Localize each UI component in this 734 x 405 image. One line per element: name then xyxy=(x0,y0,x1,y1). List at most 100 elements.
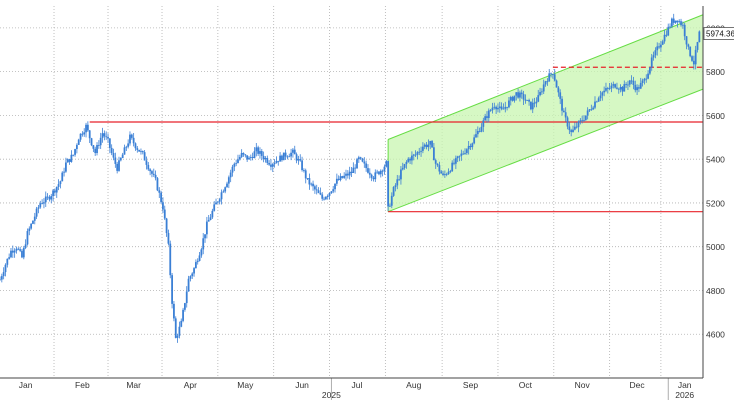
candle-body xyxy=(143,152,146,161)
price-series xyxy=(0,13,701,343)
candle-body xyxy=(486,116,488,119)
candle-body xyxy=(676,20,679,23)
candle-body xyxy=(313,186,316,190)
candle-body xyxy=(308,178,311,185)
candle-body xyxy=(522,94,525,100)
candle-body xyxy=(462,153,465,155)
candle-body xyxy=(454,158,457,164)
candle-body xyxy=(379,170,382,175)
candle-body xyxy=(28,228,31,232)
x-tick-label: Mar xyxy=(126,380,141,390)
candle-body xyxy=(4,264,7,273)
candle-body xyxy=(451,162,454,172)
candle-body xyxy=(255,147,258,152)
candle-body xyxy=(504,106,507,109)
candle-body xyxy=(301,160,303,171)
x-tick-label: Oct xyxy=(519,380,533,390)
candle-body xyxy=(83,132,86,135)
candle-body xyxy=(517,92,519,98)
candle-body xyxy=(218,199,221,202)
candle-body xyxy=(249,157,252,158)
candle-body xyxy=(328,193,331,196)
candle-body xyxy=(427,144,430,148)
candle-body xyxy=(202,238,205,250)
candle-body xyxy=(625,84,628,85)
candle-body xyxy=(205,221,208,235)
candle-body xyxy=(346,173,349,176)
channel-fill xyxy=(388,14,703,212)
candle-body xyxy=(123,147,126,155)
x-tick-label: Nov xyxy=(575,380,591,390)
x-tick-label: Aug xyxy=(406,380,421,390)
candle-body xyxy=(674,20,677,23)
candle-body xyxy=(292,149,294,153)
candle-body xyxy=(678,21,681,23)
candle-body xyxy=(299,159,302,161)
candle-body xyxy=(90,138,93,146)
candle-body xyxy=(46,196,49,198)
candle-body xyxy=(185,291,188,304)
candle-body xyxy=(509,97,512,101)
candle-body xyxy=(363,161,366,164)
candle-body xyxy=(519,92,521,98)
candle-body xyxy=(101,133,104,138)
candle-body xyxy=(293,149,296,155)
candle-body xyxy=(132,137,135,144)
candle-body xyxy=(112,152,115,158)
candle-body xyxy=(605,88,607,91)
candle-body xyxy=(418,151,421,153)
candle-body xyxy=(130,134,133,138)
candle-body xyxy=(425,144,428,148)
y-tick-label: 4600 xyxy=(706,330,725,340)
candle-body xyxy=(317,190,320,193)
candle-body xyxy=(103,133,106,137)
candle-body xyxy=(240,152,243,158)
candle-body xyxy=(86,124,89,131)
candle-body xyxy=(630,80,633,82)
candle-body xyxy=(191,273,194,277)
candle-body xyxy=(465,149,468,154)
candle-body xyxy=(482,120,485,127)
candle-body xyxy=(337,178,340,180)
candle-body xyxy=(627,84,629,86)
candle-body xyxy=(85,124,87,133)
candle-body xyxy=(405,161,408,165)
candle-body xyxy=(513,95,516,101)
candle-body xyxy=(555,80,558,88)
candle-body xyxy=(478,130,481,132)
candle-body xyxy=(495,106,498,110)
candle-body xyxy=(0,276,3,280)
candle-body xyxy=(119,158,122,161)
candle-body xyxy=(447,171,450,175)
candle-body xyxy=(233,163,236,167)
candle-body xyxy=(621,86,624,92)
x-tick-label: Jun xyxy=(295,380,309,390)
candle-body xyxy=(407,158,410,162)
candle-body xyxy=(24,244,27,248)
y-tick-label: 5600 xyxy=(706,111,725,121)
candle-body xyxy=(471,143,474,148)
candle-body xyxy=(65,162,67,172)
candle-body xyxy=(553,74,556,81)
candle-body xyxy=(151,171,153,174)
trend-channel xyxy=(387,14,704,213)
candle-body xyxy=(118,160,120,171)
candle-body xyxy=(453,162,455,164)
candle-body xyxy=(530,101,532,110)
candle-body xyxy=(398,179,400,181)
candle-body xyxy=(226,183,228,188)
candle-body xyxy=(204,234,206,239)
candle-body xyxy=(279,155,282,162)
candle-body xyxy=(303,170,305,171)
candle-body xyxy=(537,95,540,102)
candle-body xyxy=(235,162,238,164)
candle-body xyxy=(348,171,351,176)
candle-body xyxy=(149,169,152,172)
candle-body xyxy=(652,55,655,58)
candle-body xyxy=(540,91,543,93)
candle-body xyxy=(696,42,699,50)
candle-body xyxy=(334,183,336,190)
candle-body xyxy=(520,92,523,95)
candle-body xyxy=(70,154,73,162)
